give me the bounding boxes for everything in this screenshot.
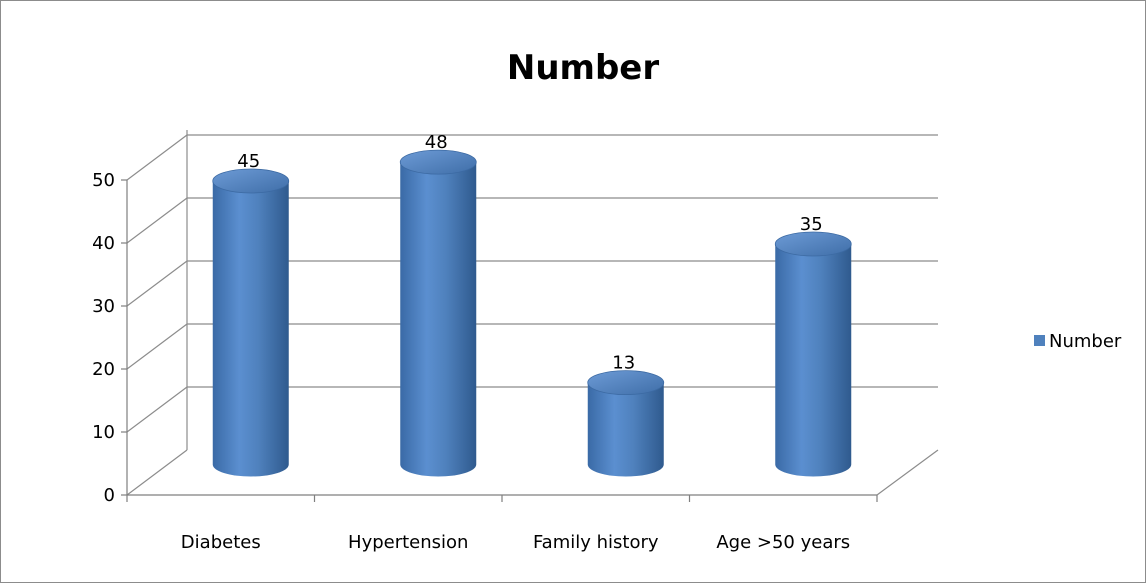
data-label: 45 (237, 151, 260, 172)
y-tick-label: 50 (92, 170, 115, 191)
gridline-diagonal (126, 449, 188, 496)
y-axis-ticks: 0 10 20 30 40 50 (92, 170, 115, 506)
bar-body (400, 162, 477, 477)
gridline-diagonal (126, 197, 188, 244)
bar (587, 370, 665, 477)
y-tick-label: 10 (92, 422, 115, 443)
category-label: Diabetes (181, 532, 261, 553)
bar-top (212, 168, 290, 194)
bar-body (587, 382, 664, 477)
bar (399, 149, 477, 477)
category-label: Hypertension (348, 532, 468, 553)
bar-top (399, 149, 477, 175)
axes (121, 130, 939, 502)
bar-top (587, 370, 665, 396)
legend-swatch (1034, 335, 1045, 346)
data-label: 48 (425, 132, 448, 153)
category-label: Family history (533, 532, 659, 553)
category-label: Age >50 years (716, 532, 850, 553)
y-tick-label: 20 (92, 359, 115, 380)
gridline-diagonal (126, 386, 188, 433)
data-label: 35 (800, 214, 823, 235)
y-tick-label: 0 (104, 485, 115, 506)
chart-title: Number (507, 48, 659, 88)
floor-right-edge (876, 449, 939, 496)
bar-top (774, 231, 852, 257)
legend: Number (1034, 331, 1122, 352)
y-tick-label: 30 (92, 296, 115, 317)
gridline-diagonal (126, 260, 188, 307)
legend-label: Number (1049, 331, 1122, 352)
x-axis-categories: Diabetes Hypertension Family history Age >5… (181, 532, 850, 553)
bar-body (212, 181, 289, 477)
bar (774, 231, 852, 477)
bars (212, 149, 852, 477)
data-label: 13 (612, 353, 635, 374)
bar (212, 168, 290, 477)
gridline-diagonal (126, 323, 188, 370)
y-tick-label: 40 (92, 233, 115, 254)
data-labels: 45 48 13 35 (237, 132, 822, 374)
bar-body (775, 244, 852, 477)
gridline-diagonal (126, 134, 188, 181)
